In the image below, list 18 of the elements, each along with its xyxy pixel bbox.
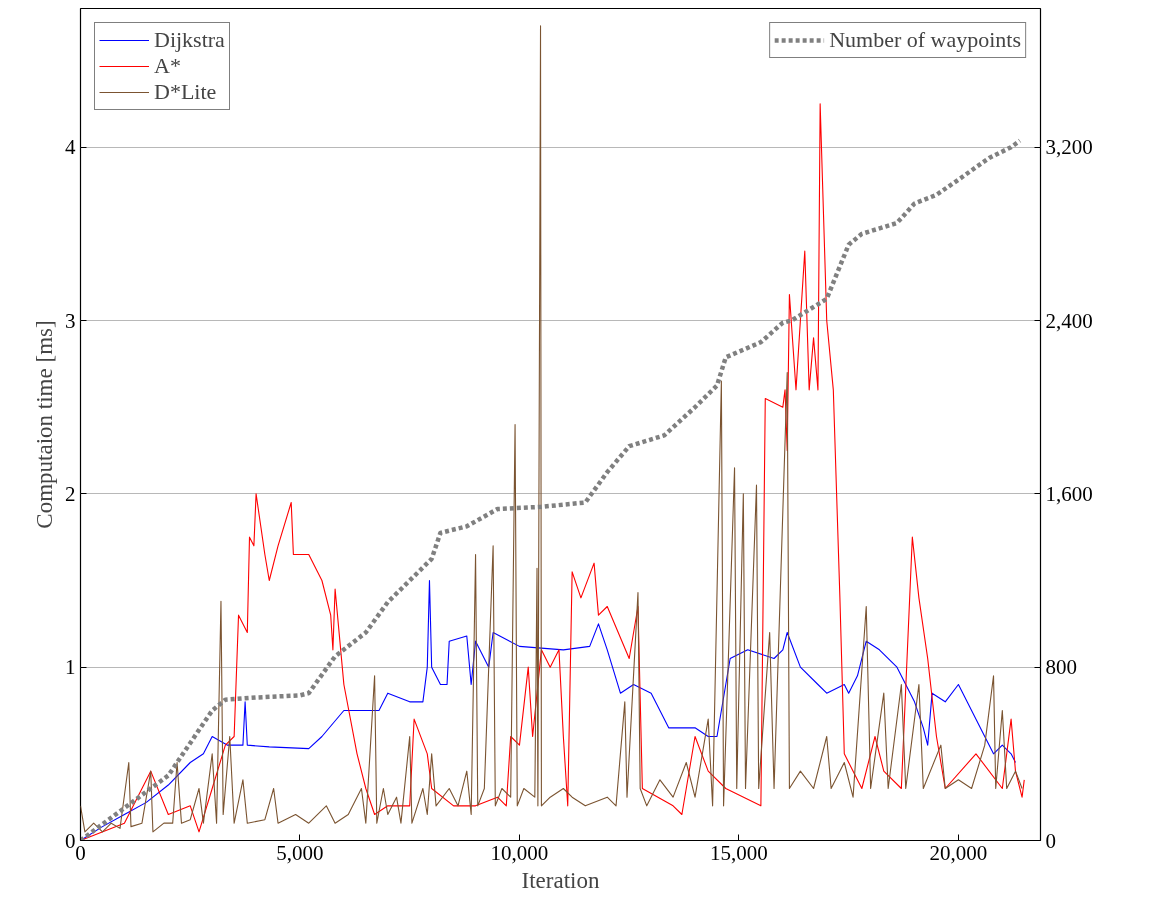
- x-axis-title: Iteration: [521, 867, 600, 893]
- x-tick-label: 5,000: [276, 840, 324, 865]
- y-tick-label: 3: [65, 308, 76, 333]
- legend-label: Dijkstra: [154, 27, 225, 53]
- legend-label: D*Lite: [154, 79, 217, 105]
- x-tick-label: 15,000: [710, 840, 768, 865]
- y-tick-label: 4: [65, 135, 76, 160]
- legend-label: Number of waypoints: [829, 27, 1021, 53]
- y2-tick-label: 3,200: [1045, 135, 1093, 160]
- y-tick-label: 2: [65, 481, 76, 506]
- y2-tick-label: 1,600: [1045, 481, 1093, 506]
- legend-label: A*: [154, 53, 181, 79]
- y-axis-title: Computaion time [ms]: [32, 320, 57, 529]
- x-tick-label: 20,000: [929, 840, 988, 865]
- y2-tick-label: 2,400: [1045, 308, 1093, 333]
- y-tick-label: 1: [65, 655, 76, 680]
- y2-tick-label: 800: [1045, 655, 1077, 680]
- x-tick-label: 10,000: [490, 840, 549, 865]
